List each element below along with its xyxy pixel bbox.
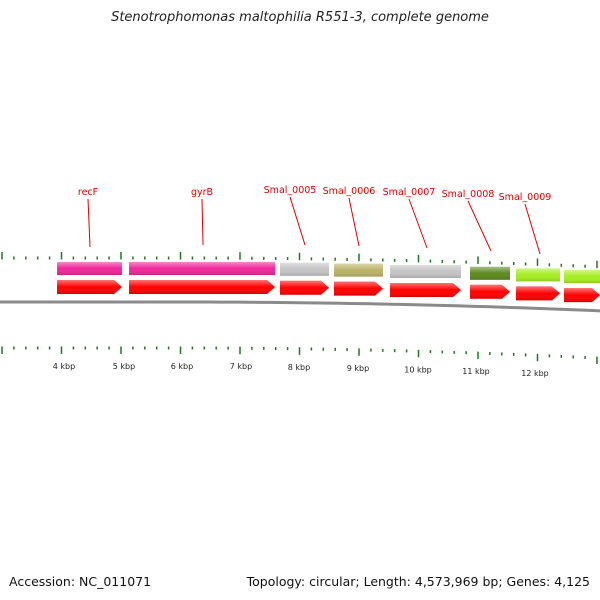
- kbp-scale: 4 kbp 5 kbp 6 kbp 7 kbp 8 kbp 9 kbp 10 kbp 11 k…: [53, 362, 549, 378]
- gene-label: gyrB: [191, 187, 213, 198]
- gene-bar-gloss: [129, 262, 275, 276]
- gene-label: Smal_0006: [323, 186, 376, 197]
- leader-line: [408, 198, 428, 249]
- cds-arrow-gloss: [390, 283, 461, 298]
- gene-track: [57, 262, 600, 284]
- cds-arrow-gloss: [564, 288, 600, 303]
- leader-line: [87, 198, 91, 248]
- gene-label: recF: [78, 187, 98, 198]
- cds-arrow-gloss: [280, 280, 329, 295]
- gene-bar-gloss: [516, 268, 560, 282]
- gene-label: Smal_0007: [383, 187, 436, 198]
- genome-backbone: [0, 300, 600, 313]
- kbp-label: 9 kbp: [347, 364, 369, 373]
- gene-bar-gloss: [57, 262, 122, 275]
- leader-line: [467, 200, 492, 252]
- cds-arrow-gloss: [516, 286, 560, 301]
- gene-label: Smal_0008: [442, 189, 495, 200]
- kbp-label: 5 kbp: [113, 362, 135, 371]
- gene-bar-gloss: [470, 266, 510, 280]
- leader-line: [289, 196, 306, 246]
- outer-tick-ring: [1, 252, 598, 269]
- kbp-label: 7 kbp: [230, 362, 252, 371]
- cds-arrow-gloss: [129, 280, 275, 295]
- cds-track: [57, 280, 600, 303]
- accession-text: Accession: NC_011071: [9, 574, 152, 589]
- kbp-label: 6 kbp: [171, 362, 193, 371]
- gene-label: Smal_0005: [264, 185, 317, 196]
- leader-line: [348, 197, 360, 247]
- gene-labels: recF gyrB Smal_0005 Smal_0006 Smal_0007 Smal_…: [78, 185, 551, 203]
- gene-bar-gloss: [334, 263, 383, 277]
- cds-arrow-gloss: [334, 281, 383, 296]
- kbp-label: 11 kbp: [462, 367, 490, 376]
- inner-tick-ring: [1, 346, 598, 364]
- kbp-label: 4 kbp: [53, 362, 75, 371]
- cds-arrow-gloss: [470, 284, 510, 299]
- gene-label: Smal_0009: [499, 192, 552, 203]
- cds-arrow-gloss: [57, 280, 122, 294]
- leader-line: [524, 203, 541, 255]
- topology-summary: Topology: circular; Length: 4,573,969 bp…: [246, 574, 590, 589]
- map-title: Stenotrophomonas maltophilia R551-3, com…: [111, 10, 489, 25]
- leader-line: [201, 198, 204, 246]
- kbp-label: 12 kbp: [521, 369, 549, 378]
- gene-bar-gloss: [280, 262, 329, 276]
- kbp-label: 8 kbp: [288, 363, 310, 372]
- gene-bar-gloss: [564, 270, 600, 284]
- label-leaders: [87, 196, 541, 255]
- gene-bar-gloss: [390, 265, 461, 279]
- kbp-label: 10 kbp: [404, 365, 432, 374]
